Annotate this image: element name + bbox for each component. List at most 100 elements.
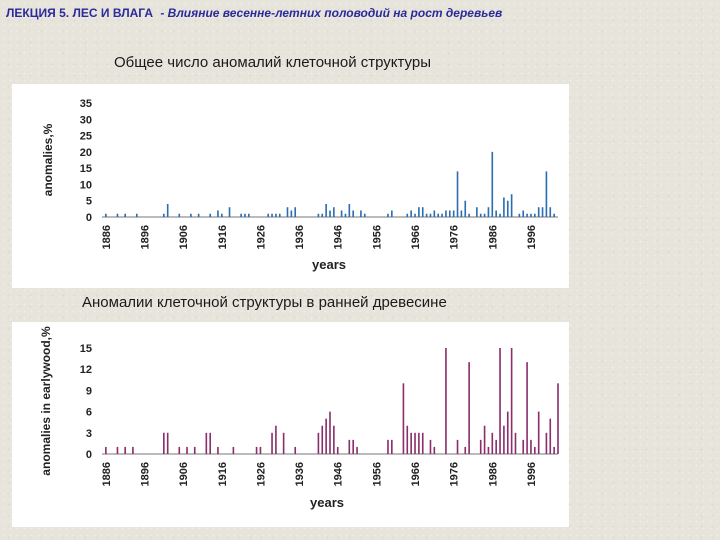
bar <box>271 432 273 454</box>
bar <box>240 213 242 217</box>
x-tick-label: 1976 <box>449 225 461 249</box>
bar <box>421 432 424 454</box>
header-subtitle: - Влияние весенне-летних половодий на ро… <box>160 6 503 20</box>
x-tick-label: 1896 <box>140 225 152 249</box>
bar <box>336 446 339 454</box>
bar <box>483 213 486 217</box>
y-tick-label: 25 <box>80 131 92 143</box>
bar <box>321 213 324 217</box>
bar <box>259 446 262 454</box>
chart1-panel: 0 5 10 15 20 25 30 35 1886 1896 1906 1916 1926 1936 19… <box>12 84 569 288</box>
bar <box>178 446 181 454</box>
bar <box>421 207 424 217</box>
bar <box>503 425 505 454</box>
bar <box>275 425 277 454</box>
bar <box>294 207 297 217</box>
bar <box>410 432 412 454</box>
bar <box>228 207 231 217</box>
bar <box>105 446 107 454</box>
bar <box>317 432 320 454</box>
y-tick-label: 15 <box>80 343 92 355</box>
chart2-panel: 0 3 6 9 12 15 1886 1896 1906 1916 1926 1936 1946 1956… <box>12 322 569 527</box>
x-tick-label: 1936 <box>294 225 306 249</box>
x-tick-label: 1956 <box>371 462 383 486</box>
bar <box>456 439 459 454</box>
bar <box>464 200 467 217</box>
bar <box>325 418 327 454</box>
bar <box>491 151 494 217</box>
y-tick-label: 30 <box>80 114 92 126</box>
x-tick-label: 1906 <box>178 462 190 486</box>
bar <box>452 210 455 217</box>
y-tick-label: 12 <box>80 364 92 376</box>
bar <box>278 213 281 217</box>
bar <box>178 213 181 217</box>
bar <box>387 213 389 217</box>
bar <box>348 439 351 454</box>
chart2-caption: Аномалии клеточной структуры в ранней др… <box>82 294 447 311</box>
bar <box>433 210 436 217</box>
bar <box>217 446 219 454</box>
slide-header: ЛЕКЦИЯ 5. ЛЕС И ВЛАГА - Влияние весенне-… <box>6 6 502 20</box>
bar <box>294 446 297 454</box>
bar <box>132 446 134 454</box>
bar <box>267 213 269 217</box>
bar <box>495 210 497 217</box>
bar <box>441 213 443 217</box>
y-tick-label: 0 <box>86 449 92 461</box>
bar <box>479 439 482 454</box>
bar <box>518 213 521 217</box>
y-tick-label: 15 <box>80 163 92 175</box>
x-tick-label: 1996 <box>526 462 538 486</box>
x-tick-label: 1946 <box>333 225 345 249</box>
bar <box>553 446 555 454</box>
bar <box>217 210 219 217</box>
x-tick-label: 1886 <box>101 225 113 249</box>
bar <box>445 210 447 217</box>
bar <box>352 439 354 454</box>
y-tick-label: 0 <box>86 212 92 224</box>
bar <box>499 348 501 454</box>
y-axis-title: anomalies in earlywood,% <box>39 326 53 476</box>
bar <box>425 213 428 217</box>
bar <box>526 213 528 217</box>
bar <box>406 425 409 454</box>
bar <box>190 213 192 217</box>
bar <box>545 171 548 217</box>
bar <box>418 207 420 217</box>
bar <box>522 210 525 217</box>
bar <box>232 446 235 454</box>
bar <box>406 213 409 217</box>
bar <box>549 207 552 217</box>
y-axis-title: anomalies,% <box>41 123 55 196</box>
bar <box>429 213 432 217</box>
bar <box>499 213 501 217</box>
bar <box>387 439 389 454</box>
x-tick-label: 1926 <box>255 462 267 486</box>
bar <box>534 213 536 217</box>
bar <box>317 213 320 217</box>
bar <box>514 432 517 454</box>
x-tick-label: 1966 <box>410 225 422 249</box>
bar <box>275 213 277 217</box>
bar <box>402 383 405 454</box>
bar <box>479 213 482 217</box>
bar <box>255 446 258 454</box>
bar <box>163 213 165 217</box>
bar <box>329 411 331 454</box>
x-axis-title: years <box>312 257 346 272</box>
x-tick-label: 1976 <box>449 462 461 486</box>
bar <box>352 210 354 217</box>
x-tick-label: 1916 <box>217 462 229 486</box>
bar <box>244 213 246 217</box>
bar <box>487 207 490 217</box>
bar <box>433 446 436 454</box>
bar <box>503 197 505 217</box>
bar <box>437 213 440 217</box>
bar <box>553 213 555 217</box>
chart1-caption: Общее число аномалий клеточной структуры <box>114 54 432 71</box>
bar <box>510 348 513 454</box>
bar <box>271 213 273 217</box>
y-tick-label: 6 <box>86 407 92 419</box>
bar <box>456 171 459 217</box>
